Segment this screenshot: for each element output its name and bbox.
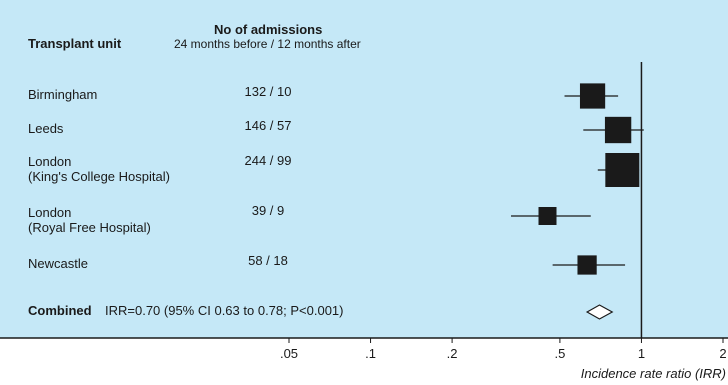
row-admissions-london-kings: 244 / 99: [244, 153, 292, 168]
row-admissions-london-royal-free: 39 / 9: [251, 203, 285, 218]
row-admissions-birmingham: 132 / 10: [244, 84, 292, 99]
study-point-square: [604, 116, 632, 144]
admissions-column-subheader: 24 months before / 12 months after: [174, 37, 361, 51]
row-label-birmingham: Birmingham: [28, 87, 98, 102]
row-sublabel-london-royal-free: (Royal Free Hospital): [28, 220, 151, 235]
row-label-london-royal-free: London: [28, 205, 72, 220]
row-sublabel-london-kings: (King's College Hospital): [28, 169, 170, 184]
row-admissions-leeds: 146 / 57: [244, 118, 292, 133]
x-axis-tick-label: .2: [447, 346, 458, 361]
combined-estimate-diamond: [585, 304, 614, 320]
study-point-square: [538, 207, 557, 225]
x-axis-tick-label: 1: [638, 346, 645, 361]
combined-label: Combined: [28, 303, 92, 318]
admissions-column-header: No of admissions: [214, 22, 323, 37]
row-label-leeds: Leeds: [28, 121, 64, 136]
study-point-square: [579, 83, 606, 109]
row-label-newcastle: Newcastle: [28, 256, 88, 271]
x-axis-tick-label: .1: [365, 346, 376, 361]
x-axis-tick-label: .05: [280, 346, 298, 361]
x-axis-label: Incidence rate ratio (IRR): [580, 366, 726, 381]
x-axis-tick-label: .5: [554, 346, 565, 361]
row-admissions-newcastle: 58 / 18: [248, 253, 288, 268]
study-point-square: [605, 153, 640, 187]
unit-column-header: Transplant unit: [28, 36, 122, 51]
study-point-square: [577, 255, 597, 275]
row-label-london-kings: London: [28, 154, 72, 169]
combined-summary-text: IRR=0.70 (95% CI 0.63 to 0.78; P<0.001): [105, 303, 344, 318]
x-axis-tick-label: 2: [719, 346, 726, 361]
